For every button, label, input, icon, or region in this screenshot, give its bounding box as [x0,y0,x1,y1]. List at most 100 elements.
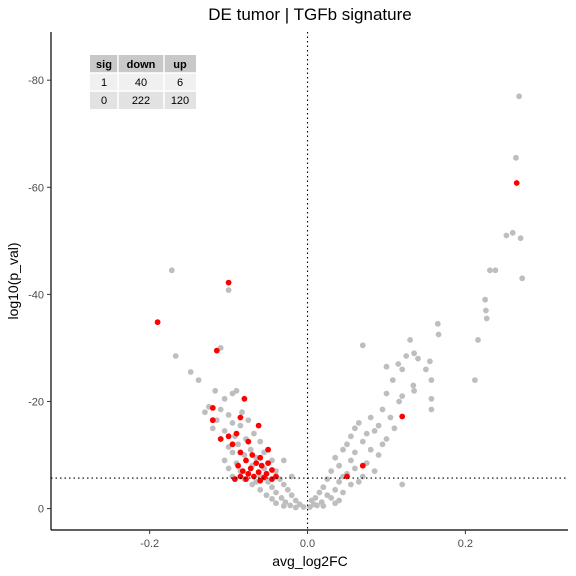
point-nonsignificant-61 [348,481,354,488]
point-nonsignificant-35 [367,414,374,421]
point-nonsignificant-76 [332,500,339,507]
point-nonsignificant-8 [482,296,488,303]
point-nonsignificant-34 [379,406,386,413]
point-significant-34 [237,473,244,480]
point-nonsignificant-99 [245,417,252,424]
point-nonsignificant-101 [209,425,216,432]
point-nonsignificant-37 [355,420,362,426]
point-significant-8 [237,414,244,421]
point-nonsignificant-94 [217,406,224,413]
x-tick-label-1: 0.0 [300,538,315,550]
point-significant-27 [269,467,275,473]
point-significant-25 [258,462,265,469]
point-significant-19 [249,452,256,458]
point-nonsignificant-137 [292,497,299,504]
chart-title: DE tumor | TGFb signature [208,5,411,24]
axes: -0.2 0.0 0.2 0 -20 -40 -60 -80 [28,32,568,550]
point-significant-17 [265,446,271,453]
table-cell-1-1: 222 [132,95,150,107]
point-nonsignificant-0 [516,93,522,100]
point-nonsignificant-112 [229,449,236,456]
point-nonsignificant-4 [517,235,524,242]
summary-table: sig down up 1 40 6 0 222 120 [90,55,196,109]
y-tick-label-4: -80 [28,75,44,87]
table-header-down: down [127,59,156,71]
point-nonsignificant-82 [168,267,175,274]
point-nonsignificant-29 [383,390,390,397]
point-nonsignificant-97 [213,417,220,424]
point-nonsignificant-148 [280,457,287,464]
table-cell-1-2: 120 [171,95,189,107]
table-header-bg [90,55,196,73]
point-nonsignificant-133 [263,492,270,499]
point-nonsignificant-31 [428,395,435,402]
point-nonsignificant-128 [280,481,287,488]
table-header-up: up [173,59,187,71]
point-nonsignificant-56 [328,468,335,474]
point-nonsignificant-93 [202,409,208,416]
point-significant-13 [233,430,240,437]
point-nonsignificant-60 [336,478,342,485]
point-nonsignificant-78 [355,478,362,485]
point-nonsignificant-75 [314,502,320,509]
point-significant-39 [232,476,238,482]
point-nonsignificant-85 [195,377,202,383]
y-tick-label-0: 0 [38,504,44,516]
point-nonsignificant-11 [475,337,481,343]
point-nonsignificant-45 [359,438,366,445]
point-significant-24 [235,462,242,469]
point-significant-7 [241,395,248,402]
point-significant-35 [261,474,267,481]
point-nonsignificant-90 [229,390,236,397]
point-nonsignificant-22 [399,366,406,373]
point-nonsignificant-73 [320,503,327,509]
point-significant-14 [245,438,252,445]
point-significant-18 [237,449,244,456]
point-nonsignificant-102 [221,428,228,434]
point-significant-20 [257,454,264,461]
point-nonsignificant-47 [340,446,346,453]
point-nonsignificant-110 [247,446,254,453]
point-nonsignificant-26 [389,377,396,383]
point-nonsignificant-16 [411,350,417,357]
point-significant-22 [253,460,260,466]
point-nonsignificant-32 [396,398,402,405]
point-nonsignificant-44 [379,441,386,448]
point-nonsignificant-51 [332,454,339,461]
point-significant-2 [359,462,366,469]
table-cell-1-0: 0 [101,95,107,107]
y-tick-label-2: -40 [28,289,44,301]
table-row-bg-2 [90,91,196,109]
point-nonsignificant-9 [483,307,489,314]
point-nonsignificant-13 [434,320,441,327]
point-nonsignificant-52 [348,457,354,464]
point-nonsignificant-103 [251,430,257,437]
point-significant-31 [245,470,252,477]
point-nonsignificant-39 [352,425,358,432]
point-significant-5 [225,279,232,286]
point-significant-37 [269,476,275,482]
point-nonsignificant-68 [328,495,335,501]
point-nonsignificant-1 [513,154,519,161]
table-cell-0-0: 1 [101,77,107,89]
point-nonsignificant-95 [239,409,245,416]
point-nonsignificant-135 [278,495,285,501]
point-nonsignificant-146 [225,465,232,472]
point-nonsignificant-132 [273,489,279,496]
point-nonsignificant-46 [344,441,350,448]
table-header-sig: sig [96,59,112,71]
x-tick-label-0: -0.2 [140,538,159,550]
point-nonsignificant-74 [307,504,313,510]
point-nonsignificant-3 [503,232,510,239]
point-nonsignificant-38 [375,422,382,429]
point-nonsignificant-131 [284,486,291,493]
table-cell-0-1: 40 [135,77,147,89]
point-significant-21 [243,457,249,464]
point-nonsignificant-58 [359,473,366,480]
point-nonsignificant-86 [225,287,232,293]
point-nonsignificant-130 [257,486,264,493]
point-nonsignificant-84 [187,369,194,375]
point-nonsignificant-33 [428,406,435,413]
point-nonsignificant-6 [492,267,499,274]
point-nonsignificant-10 [483,315,490,322]
